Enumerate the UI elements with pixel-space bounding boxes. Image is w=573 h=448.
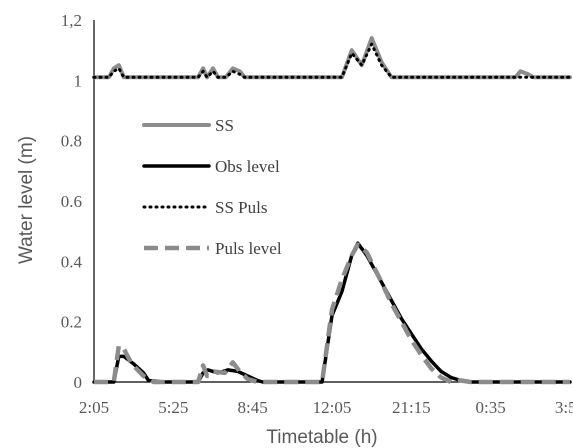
series-line-ss-puls xyxy=(92,42,572,79)
x-tick-label: 12:05 xyxy=(313,398,352,417)
series-line-ss xyxy=(92,36,572,80)
y-tick-label: 0.6 xyxy=(61,192,82,211)
x-tick-label: 2:05 xyxy=(79,398,109,417)
y-tick-label: 0 xyxy=(74,373,83,392)
x-axis-title: Timetable (h) xyxy=(266,427,377,448)
chart-axes xyxy=(93,20,570,383)
y-tick-label: 1 xyxy=(74,71,83,90)
x-tick-label: 0:35 xyxy=(476,398,506,417)
x-tick-label: 21:15 xyxy=(392,398,431,417)
y-axis-title: Water level (m) xyxy=(16,136,37,264)
y-tick-label: 0.4 xyxy=(61,252,83,271)
y-tick-labels: 0 0.2 0.4 0.6 0.8 1 1,2 xyxy=(61,11,83,392)
y-tick-label: 1,2 xyxy=(61,11,82,30)
y-tick-label: 0.2 xyxy=(61,313,82,332)
legend-label: Puls level xyxy=(215,239,282,258)
x-tick-label: 8:45 xyxy=(238,398,268,417)
legend-label: SS Puls xyxy=(215,198,267,217)
series-line-puls-level xyxy=(94,242,570,385)
series-layer xyxy=(92,36,572,385)
x-tick-label: 3:55 xyxy=(555,398,573,417)
chart-legend: SS Obs level SS Puls Puls level xyxy=(142,116,282,258)
x-tick-label: 5:25 xyxy=(158,398,188,417)
y-tick-label: 0.8 xyxy=(61,132,82,151)
legend-label: SS xyxy=(215,116,234,135)
x-tick-labels: 2:05 5:25 8:45 12:05 21:15 0:35 3:55 xyxy=(79,398,573,417)
legend-label: Obs level xyxy=(215,157,280,176)
